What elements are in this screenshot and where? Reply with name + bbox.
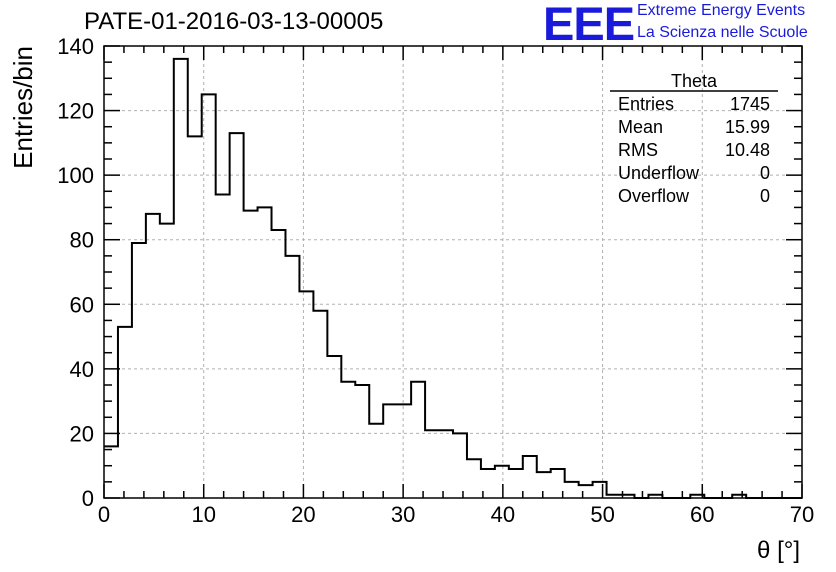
histogram-bin bbox=[439, 430, 453, 498]
stats-value: 10.48 bbox=[725, 140, 770, 160]
histogram-bars bbox=[104, 57, 802, 499]
y-tick-label: 100 bbox=[57, 163, 94, 188]
y-tick-label: 20 bbox=[70, 421, 94, 446]
logo-subtitle-line2: La Scienza nelle Scuole bbox=[637, 24, 808, 41]
y-tick-label: 60 bbox=[70, 292, 94, 317]
histogram-bin bbox=[132, 243, 146, 498]
histogram-bin bbox=[397, 404, 411, 498]
histogram-bin bbox=[383, 404, 397, 498]
histogram-bin bbox=[160, 224, 174, 498]
histogram-bin bbox=[272, 230, 286, 498]
histogram-bin bbox=[258, 207, 272, 498]
stats-label: Overflow bbox=[618, 186, 690, 206]
stats-label: Underflow bbox=[618, 163, 700, 183]
x-tick-label: 50 bbox=[590, 502, 614, 527]
x-tick-label: 20 bbox=[291, 502, 315, 527]
chart-title: PATE-01-2016-03-13-00005 bbox=[84, 8, 384, 35]
histogram-bin bbox=[369, 424, 383, 498]
x-tick-label: 60 bbox=[690, 502, 714, 527]
histogram-bin bbox=[104, 446, 118, 498]
histogram-outline bbox=[104, 57, 802, 499]
stats-label: Mean bbox=[618, 117, 663, 137]
histogram-bin bbox=[188, 136, 202, 498]
histogram-bin bbox=[495, 466, 509, 498]
y-tick-label: 0 bbox=[82, 486, 94, 511]
histogram-bin bbox=[453, 433, 467, 498]
stats-box: Theta Entries 1745 Mean 15.99 RMS 10.48 Underfl… bbox=[610, 71, 778, 206]
stats-label: RMS bbox=[618, 140, 658, 160]
axis-ticks bbox=[103, 45, 803, 499]
x-tick-label: 0 bbox=[98, 502, 110, 527]
axis-tick-labels: 0 10 20 30 40 50 60 70 0 20 40 60 80 100 120 140 bbox=[57, 34, 814, 527]
x-tick-label: 40 bbox=[491, 502, 515, 527]
x-axis-label: θ [°] bbox=[757, 537, 800, 564]
y-axis-label: Entries/bin bbox=[8, 46, 38, 169]
logo-subtitle-line1: Extreme Energy Events bbox=[637, 2, 806, 19]
stats-title: Theta bbox=[671, 71, 718, 91]
histogram-bin bbox=[327, 356, 341, 498]
histogram-bin bbox=[537, 472, 551, 498]
stats-value: 0 bbox=[760, 163, 770, 183]
x-tick-label: 70 bbox=[790, 502, 814, 527]
histogram-bin bbox=[593, 482, 607, 498]
histogram-bin bbox=[285, 256, 299, 498]
x-tick-label: 10 bbox=[191, 502, 215, 527]
histogram-bin bbox=[411, 382, 425, 498]
histogram-bin bbox=[509, 469, 523, 498]
histogram-bin bbox=[118, 327, 132, 498]
y-tick-label: 40 bbox=[70, 357, 94, 382]
x-tick-label: 30 bbox=[391, 502, 415, 527]
stats-label: Entries bbox=[618, 94, 674, 114]
histogram-bin bbox=[355, 385, 369, 498]
stats-value: 0 bbox=[760, 186, 770, 206]
y-tick-label: 140 bbox=[57, 34, 94, 59]
histogram-bin bbox=[230, 133, 244, 498]
eee-logo: EEE bbox=[543, 0, 635, 50]
histogram-bin bbox=[244, 211, 258, 498]
histogram-bin bbox=[425, 430, 439, 498]
histogram-bin bbox=[174, 59, 188, 498]
histogram-bin bbox=[523, 456, 537, 498]
histogram-bin bbox=[299, 291, 313, 498]
stats-value: 15.99 bbox=[725, 117, 770, 137]
histogram-bin bbox=[467, 459, 481, 498]
histogram-bin bbox=[146, 214, 160, 498]
y-tick-label: 80 bbox=[70, 228, 94, 253]
histogram-bin bbox=[565, 482, 579, 498]
y-tick-label: 120 bbox=[57, 99, 94, 124]
stats-value: 1745 bbox=[730, 94, 770, 114]
histogram-bin bbox=[216, 195, 230, 498]
histogram-bin bbox=[313, 311, 327, 498]
histogram-bin bbox=[341, 382, 355, 498]
histogram-bin bbox=[579, 485, 593, 498]
